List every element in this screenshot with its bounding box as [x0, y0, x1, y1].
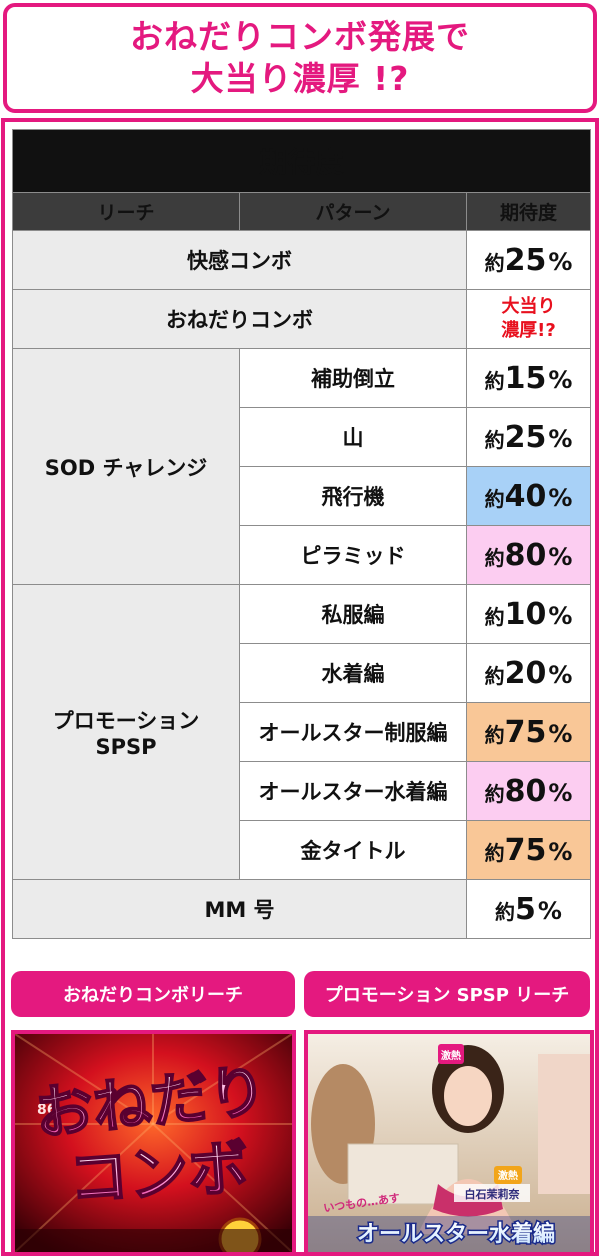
pattern-label: オールスター水着編 [239, 761, 467, 821]
pattern-value: 約75% [465, 820, 592, 880]
headline-line-2: 大当り濃厚 !? [190, 59, 410, 98]
column-header-expectation: 期待度 [465, 192, 592, 231]
onedari-combo-screenshot: 86 おねだり コンボ [11, 1030, 296, 1256]
table-row: おねだりコンボ 大当り 濃厚!? [12, 289, 592, 349]
pattern-label: 私服編 [239, 584, 467, 644]
expectation-table: 期待度 リーチ パターン 期待度 快感コンボ 約25% おねだりコンボ 大当り … [11, 129, 592, 939]
value-kaikan-combo: 約25% [465, 230, 592, 290]
badge-2 [494, 1166, 522, 1184]
reach-promotion-spsp: プロモーション SPSP [12, 584, 240, 880]
pattern-label: 飛行機 [239, 466, 467, 526]
table-row: プロモーション SPSP 私服編 約10% [12, 584, 592, 880]
column-header-pattern: パターン [239, 192, 467, 231]
onedari-combo-image: 86 おねだり コンボ [15, 1034, 292, 1252]
pattern-value: 約40% [465, 466, 592, 526]
table-title: 期待度 [11, 129, 592, 193]
headline-box: おねだりコンボ発展で 大当り濃厚 !? [3, 3, 597, 113]
pattern-value: 約25% [465, 407, 592, 467]
pattern-value: 約10% [465, 584, 592, 644]
table-row: オールスター制服編 約75% [13, 702, 592, 762]
name-tag [454, 1184, 530, 1202]
onedari-reach-label: おねだりコンボリーチ [11, 971, 295, 1017]
table-row: 山 約25% [13, 407, 592, 467]
face-shape [444, 1066, 492, 1126]
column-header-reach: リーチ [12, 192, 240, 231]
promotion-spsp-image: 激熱 激熱 白石茉莉奈 いつもの…あす オールスター水着編 [308, 1034, 590, 1252]
svg-text:激熱: 激熱 [498, 1169, 518, 1182]
headline-line-1: おねだりコンボ発展で [130, 17, 470, 56]
pattern-value: 約80% [465, 525, 592, 585]
pattern-value: 約20% [465, 643, 592, 703]
table-row: オールスター水着編 約80% [13, 761, 592, 821]
pattern-label: 水着編 [239, 643, 467, 703]
caption-allstar-swimsuit: オールスター水着編 [357, 1221, 555, 1247]
pattern-value: 約75% [465, 702, 592, 762]
svg-text:激熱: 激熱 [441, 1049, 461, 1062]
table-row: 快感コンボ 約25% [12, 230, 592, 290]
small-number: 86 [37, 1102, 56, 1118]
table-row: 飛行機 約40% [13, 466, 592, 526]
reach-mm-go: MM 号 [12, 879, 467, 939]
promotion-spsp-screenshot: 激熱 激熱 白石茉莉奈 いつもの…あす オールスター水着編 [304, 1030, 594, 1256]
pattern-label: 山 [239, 407, 467, 467]
promotion-reach-label: プロモーション SPSP リーチ [304, 971, 590, 1017]
value-onedari-combo: 大当り 濃厚!? [465, 289, 592, 349]
pattern-label: ピラミッド [239, 525, 467, 585]
logo-text-combo: コンボ [66, 1133, 250, 1215]
pattern-value: 約80% [465, 761, 592, 821]
main-panel: 期待度 リーチ パターン 期待度 快感コンボ 約25% おねだりコンボ 大当り … [1, 118, 599, 1256]
svg-text:白石茉莉奈: 白石茉莉奈 [465, 1187, 521, 1201]
table-row: 金タイトル 約75% [13, 820, 592, 880]
value-mm-go: 約5% [465, 879, 592, 939]
table-row: ピラミッド 約80% [13, 525, 592, 585]
table-row: MM 号 約5% [12, 879, 592, 939]
pattern-label: 補助倒立 [239, 348, 467, 408]
pattern-label: 金タイトル [239, 820, 467, 880]
reach-onedari-combo: おねだりコンボ [12, 289, 467, 349]
table-row: SOD チャレンジ 補助倒立 約15% [12, 348, 592, 585]
reach-sod-challenge: SOD チャレンジ [12, 348, 240, 585]
pattern-value: 約15% [465, 348, 592, 408]
pattern-label: オールスター制服編 [239, 702, 467, 762]
badge-1 [438, 1044, 464, 1064]
reach-kaikan-combo: 快感コンボ [12, 230, 467, 290]
